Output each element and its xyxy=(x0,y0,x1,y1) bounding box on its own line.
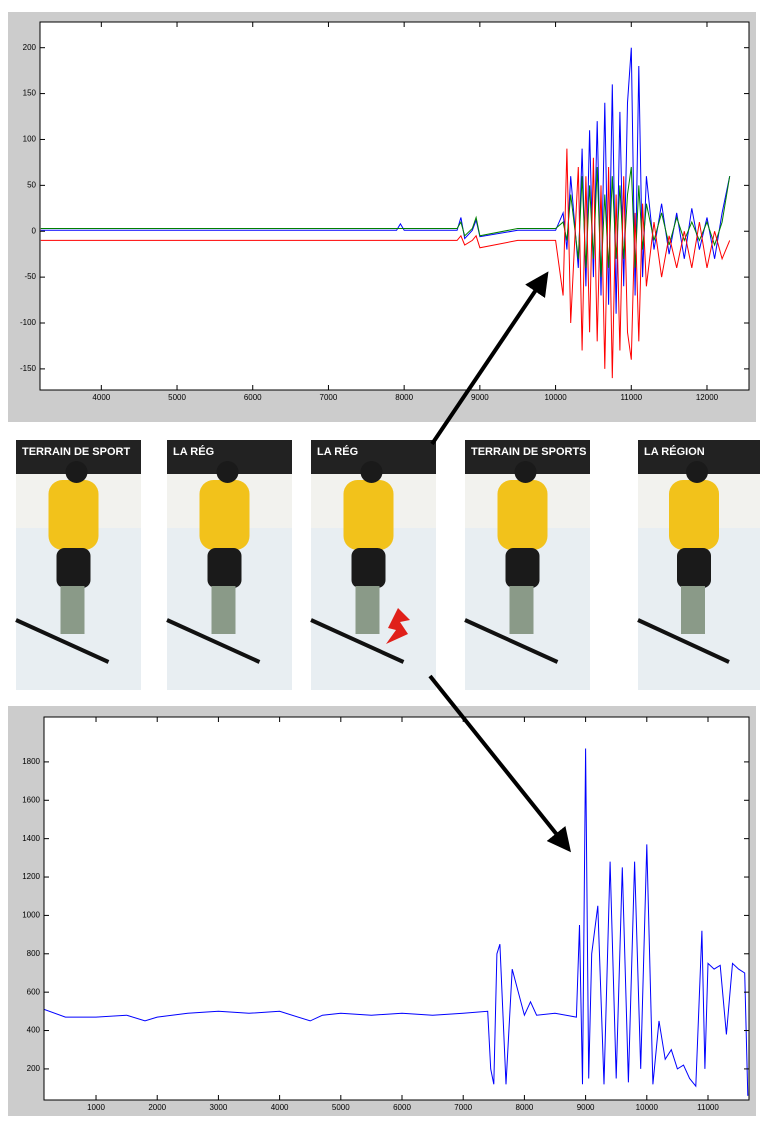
plots: 4000 5000 6000 7000 8000 9000 10000 11000 12000-… xyxy=(20,21,750,1112)
jersey xyxy=(199,480,250,550)
data-layer xyxy=(44,748,749,1096)
legs xyxy=(60,586,85,634)
series-line xyxy=(40,47,731,314)
banner-text: LA RÉG xyxy=(173,445,214,458)
y-tick-label: 0 xyxy=(32,226,37,235)
x-tick-label: 11000 xyxy=(697,1103,719,1112)
jersey xyxy=(669,480,719,550)
photo: TERRAIN DE SPORTS xyxy=(464,440,590,690)
y-tick-label: 100 xyxy=(23,135,37,144)
stick xyxy=(464,618,559,664)
jersey xyxy=(497,480,548,550)
y-tick-label: -150 xyxy=(20,364,37,373)
y-tick-label: -50 xyxy=(24,272,36,281)
series-line xyxy=(40,148,731,379)
x-tick-label: 6000 xyxy=(244,393,262,402)
photo: LA RÉG xyxy=(310,440,436,690)
series-line xyxy=(40,166,731,278)
axes-box xyxy=(43,716,750,1101)
x-tick-label: 1000 xyxy=(87,1103,105,1112)
banner-text: LA RÉGION xyxy=(644,445,705,458)
x-tick-label: 6000 xyxy=(393,1103,411,1112)
arrow xyxy=(430,271,549,446)
y-tick-label: 200 xyxy=(23,43,37,52)
legs xyxy=(211,586,236,634)
jersey xyxy=(343,480,394,550)
x-tick-label: 2000 xyxy=(148,1103,166,1112)
y-tick-label: 1000 xyxy=(22,911,40,920)
x-tick-label: 9000 xyxy=(471,393,489,402)
photo: TERRAIN DE SPORT xyxy=(15,440,141,690)
chart: 4000 5000 6000 7000 8000 9000 10000 11000 12000 -… xyxy=(20,21,750,402)
y-tick-label: 150 xyxy=(23,89,37,98)
pants xyxy=(351,548,386,588)
x-tick-label: 12000 xyxy=(696,393,719,402)
arrow xyxy=(428,674,571,853)
helmet xyxy=(514,461,537,483)
pants xyxy=(505,548,540,588)
axes-box xyxy=(39,21,750,391)
x-tick-label: 5000 xyxy=(168,393,186,402)
y-tick-label: -100 xyxy=(20,318,37,327)
y-tick-label: 1800 xyxy=(22,757,40,766)
pants xyxy=(207,548,242,588)
pants xyxy=(677,548,711,588)
x-tick-label: 10000 xyxy=(636,1103,659,1112)
x-tick-label: 11000 xyxy=(620,393,642,402)
banner-text: TERRAIN DE SPORTS xyxy=(471,446,587,458)
stick xyxy=(310,618,405,664)
plot-area xyxy=(40,22,749,390)
legs xyxy=(681,586,705,634)
x-tick-label: 7000 xyxy=(454,1103,472,1112)
x-tick-label: 10000 xyxy=(544,393,567,402)
stick xyxy=(15,618,110,664)
y-tick-label: 1200 xyxy=(22,872,40,881)
helmet xyxy=(65,461,88,483)
y-tick-label: 200 xyxy=(27,1064,41,1073)
x-tick-label: 5000 xyxy=(332,1103,350,1112)
x-tick-label: 4000 xyxy=(271,1103,289,1112)
plot-area xyxy=(44,717,749,1100)
photo: LA RÉG xyxy=(166,440,292,690)
x-tick-label: 9000 xyxy=(577,1103,595,1112)
legs xyxy=(355,586,380,634)
photo: LA RÉGION xyxy=(637,440,760,690)
banner-text: LA RÉG xyxy=(317,445,358,458)
pants xyxy=(56,548,91,588)
jersey xyxy=(48,480,99,550)
y-tick-label: 400 xyxy=(27,1026,41,1035)
x-tick-label: 8000 xyxy=(395,393,413,402)
y-tick-label: 600 xyxy=(27,987,41,996)
chart: 1000 2000 3000 4000 5000 6000 7000 8000 9000 1000… xyxy=(22,716,750,1112)
photo-strip: TERRAIN DE SPORT LA RÉG LA RÉG TERRAIN DE S… xyxy=(15,440,760,690)
data-layer xyxy=(40,47,731,379)
y-tick-label: 1400 xyxy=(22,834,40,843)
banner-text: TERRAIN DE SPORT xyxy=(22,446,130,458)
impact-icon xyxy=(386,608,410,644)
y-tick-label: 800 xyxy=(27,949,41,958)
stick xyxy=(637,618,730,664)
stick xyxy=(166,618,261,664)
helmet xyxy=(216,461,239,483)
x-tick-label: 3000 xyxy=(210,1103,228,1112)
legs xyxy=(509,586,534,634)
y-tick-label: 1600 xyxy=(22,795,40,804)
x-tick-label: 8000 xyxy=(516,1103,534,1112)
x-tick-label: 7000 xyxy=(320,393,338,402)
helmet xyxy=(686,461,708,483)
series-line xyxy=(44,748,749,1096)
x-tick-label: 4000 xyxy=(92,393,110,402)
y-tick-label: 50 xyxy=(27,180,36,189)
helmet xyxy=(360,461,383,483)
